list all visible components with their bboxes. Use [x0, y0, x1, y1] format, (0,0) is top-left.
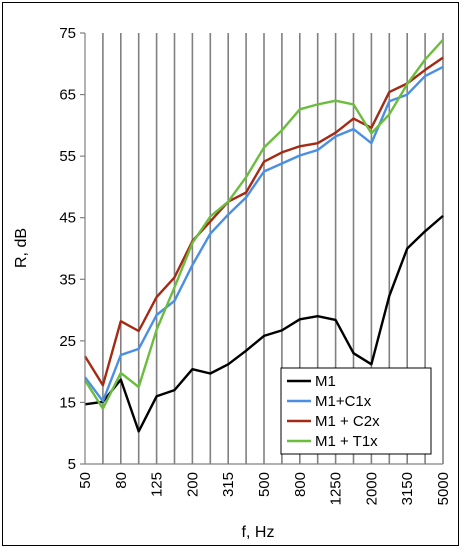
- x-tick-label: 3150: [399, 472, 416, 505]
- x-tick-label: 1250: [328, 472, 345, 505]
- x-tick-label: 500: [256, 472, 273, 497]
- series-line-3: [83, 56, 444, 387]
- series-line-4: [83, 38, 444, 410]
- x-tick-labels: 50 80 125 200 315 500 800 1250 2000 3150 5000: [77, 472, 452, 505]
- legend-box: [280, 367, 432, 455]
- x-tick-label: 315: [220, 472, 237, 497]
- axes: [80, 32, 443, 465]
- y-tick-label: 45: [59, 210, 76, 227]
- x-axis-title: f, Hz: [242, 524, 275, 541]
- y-axis-title: R, dB: [13, 228, 30, 268]
- y-tick-label: 55: [59, 148, 76, 165]
- legend-label-2: M1+C1x: [315, 393, 372, 410]
- y-tick-label: 15: [59, 394, 76, 411]
- y-tick-label: 75: [59, 25, 76, 42]
- y-tick-label: 65: [59, 87, 76, 104]
- x-tick-label: 200: [184, 472, 201, 497]
- x-tick-label: 50: [77, 472, 94, 489]
- x-tick-label: 5000: [435, 472, 452, 505]
- y-tick-label: 25: [59, 333, 76, 350]
- chart-frame: [2, 2, 459, 546]
- series-line-2: [84, 65, 444, 403]
- legend-label-1: M1: [315, 373, 336, 390]
- series-lines: [83, 38, 444, 433]
- legend-label-4: M1 + T1x: [315, 433, 378, 450]
- legend-label-3: M1 + C2x: [315, 413, 380, 430]
- y-tick-labels: 5 15 25 35 45 55 65 75: [59, 25, 76, 473]
- y-tick-label: 5: [68, 456, 76, 473]
- x-tick-label: 125: [149, 472, 166, 497]
- legend: M1 M1+C1x M1 + C2x M1 + T1x: [280, 367, 432, 455]
- x-tick-label: 80: [113, 472, 130, 489]
- x-tick-label: 2000: [363, 472, 380, 505]
- x-tick-label: 800: [292, 472, 309, 497]
- y-tick-label: 35: [59, 271, 76, 288]
- series-line-1: [84, 214, 444, 433]
